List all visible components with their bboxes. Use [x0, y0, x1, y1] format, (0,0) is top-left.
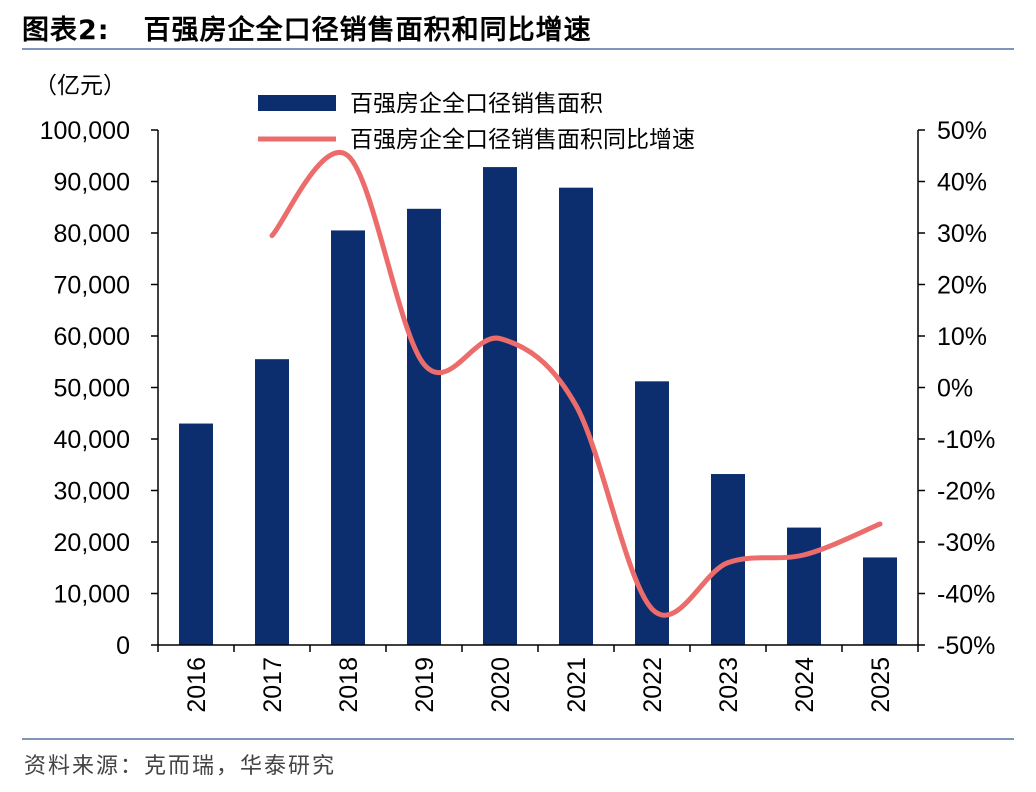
bar-2016 — [179, 423, 213, 645]
figure-label: 图表2: — [22, 15, 110, 46]
legend-line-label: 百强房企全口径销售面积同比增速 — [350, 126, 695, 152]
axis-labels: 0 10,000 20,000 30,000 40,000 50,000 60,000 70,… — [34, 72, 995, 713]
left-tick-label: 0 — [116, 632, 130, 660]
right-tick-label: 0% — [937, 375, 973, 403]
bar-2024 — [787, 527, 821, 645]
left-tick-label: 10,000 — [54, 581, 130, 609]
right-tick-label: -40% — [937, 581, 995, 609]
left-tick-label: 40,000 — [54, 426, 130, 454]
x-tick-label: 2024 — [791, 657, 819, 713]
unit-label: （亿元） — [34, 72, 126, 98]
chart-title: 百强房企全口径销售面积和同比增速 — [143, 15, 592, 46]
x-tick-label: 2016 — [183, 657, 211, 713]
left-tick-label: 50,000 — [54, 375, 130, 403]
right-tick-label: -50% — [937, 632, 995, 660]
right-tick-label: 20% — [937, 272, 987, 300]
left-tick-label: 90,000 — [54, 169, 130, 197]
left-tick-label: 60,000 — [54, 323, 130, 351]
bar-2022 — [635, 381, 669, 645]
left-tick-label: 100,000 — [40, 117, 130, 145]
bar-2021 — [559, 187, 593, 645]
bar-2019 — [407, 208, 441, 646]
right-tick-label: 50% — [937, 117, 987, 145]
bar-2018 — [331, 230, 365, 646]
right-tick-label: 30% — [937, 220, 987, 248]
left-tick-label: 70,000 — [54, 272, 130, 300]
axes — [151, 129, 925, 652]
source-note: 资料来源：克而瑞，华泰研究 — [24, 754, 337, 779]
left-tick-label: 80,000 — [54, 220, 130, 248]
growth-line — [269, 150, 883, 618]
right-tick-label: -10% — [937, 426, 995, 454]
x-tick-label: 2025 — [867, 657, 895, 713]
legend-bar-label: 百强房企全口径销售面积 — [350, 90, 603, 116]
left-tick-label: 30,000 — [54, 478, 130, 506]
right-tick-label: -30% — [937, 529, 995, 557]
bar-2020 — [483, 167, 517, 645]
bar-series — [179, 167, 897, 646]
x-tick-label: 2019 — [411, 657, 439, 713]
bar-2025 — [863, 557, 897, 645]
left-tick-label: 20,000 — [54, 529, 130, 557]
bar-2017 — [255, 359, 289, 645]
right-tick-label: 40% — [937, 169, 987, 197]
x-tick-label: 2023 — [715, 657, 743, 713]
top-rule — [22, 48, 1014, 50]
x-tick-label: 2022 — [639, 657, 667, 713]
right-tick-label: -20% — [937, 478, 995, 506]
legend-bar-swatch — [258, 95, 336, 111]
figure-title: 图表2: 百强房企全口径销售面积和同比增速 — [22, 8, 592, 47]
x-tick-label: 2020 — [487, 657, 515, 713]
x-tick-label: 2018 — [335, 657, 363, 713]
bottom-rule — [22, 738, 1014, 740]
x-tick-label: 2021 — [563, 657, 591, 713]
right-tick-label: 10% — [937, 323, 987, 351]
x-tick-label: 2017 — [259, 657, 287, 713]
